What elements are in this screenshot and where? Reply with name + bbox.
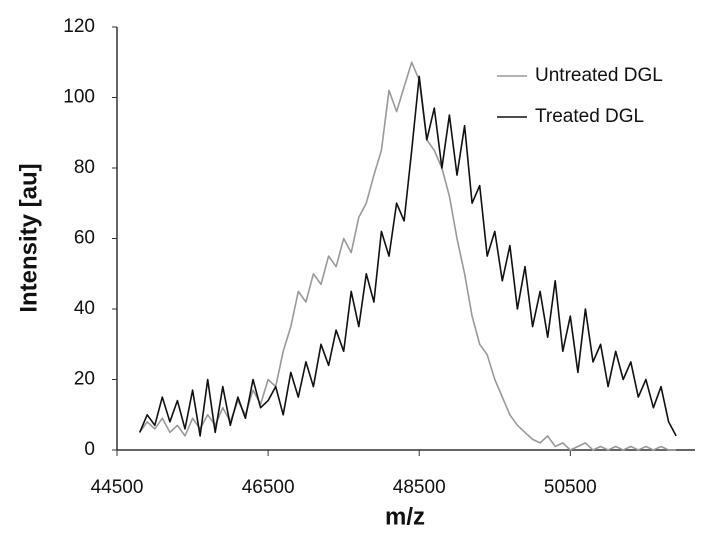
y-tick-label: 80 (74, 157, 95, 178)
y-tick-label: 120 (63, 16, 95, 37)
y-tick-label: 0 (84, 439, 95, 460)
y-tick-label: 20 (74, 369, 95, 390)
y-axis-label: Intensity [au] (15, 163, 42, 312)
x-tick-label: 50500 (544, 477, 597, 498)
legend-label: Untreated DGL (535, 65, 663, 86)
x-tick-label: 44500 (91, 477, 144, 498)
series-line (138, 75, 677, 437)
y-tick-label: 100 (63, 87, 95, 108)
x-axis-label: m/z (385, 503, 425, 530)
legend-label: Treated DGL (535, 106, 644, 127)
x-tick-label: 48500 (393, 477, 446, 498)
x-tick-label: 46500 (242, 477, 295, 498)
y-tick-label: 60 (74, 228, 95, 249)
y-tick-label: 40 (74, 298, 95, 319)
